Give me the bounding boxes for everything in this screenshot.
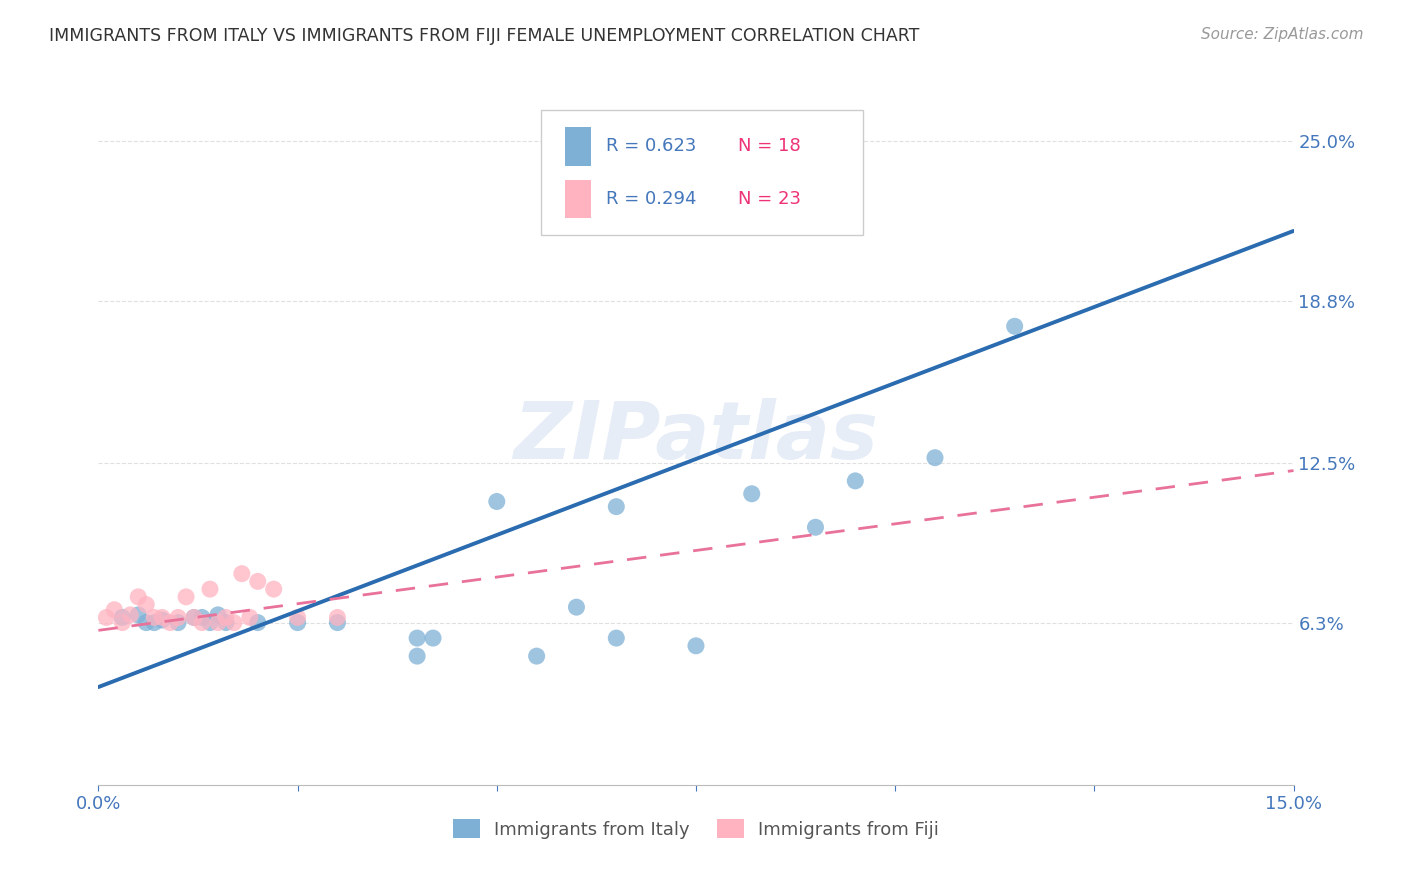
Point <box>246 574 269 589</box>
Point <box>526 649 548 664</box>
Point <box>485 494 508 508</box>
Point <box>406 649 429 664</box>
Point <box>422 631 444 645</box>
Point <box>183 610 205 624</box>
Text: ZIPatlas: ZIPatlas <box>513 398 879 476</box>
Point <box>159 615 181 630</box>
Point <box>207 615 229 630</box>
Point <box>605 631 627 645</box>
Point <box>1004 319 1026 334</box>
FancyBboxPatch shape <box>541 110 863 235</box>
Point <box>231 566 253 581</box>
Text: R = 0.623: R = 0.623 <box>606 137 697 155</box>
Point <box>111 610 134 624</box>
Point <box>135 598 157 612</box>
Point <box>326 610 349 624</box>
Text: IMMIGRANTS FROM ITALY VS IMMIGRANTS FROM FIJI FEMALE UNEMPLOYMENT CORRELATION CH: IMMIGRANTS FROM ITALY VS IMMIGRANTS FROM… <box>49 27 920 45</box>
Point <box>143 615 166 630</box>
Text: N = 18: N = 18 <box>738 137 800 155</box>
Point <box>406 631 429 645</box>
Point <box>183 610 205 624</box>
Point <box>287 615 309 630</box>
Point <box>96 610 118 624</box>
Point <box>135 615 157 630</box>
Point <box>143 610 166 624</box>
Text: Source: ZipAtlas.com: Source: ZipAtlas.com <box>1201 27 1364 42</box>
Legend: Immigrants from Italy, Immigrants from Fiji: Immigrants from Italy, Immigrants from F… <box>453 819 939 838</box>
Point <box>198 615 221 630</box>
Point <box>191 615 214 630</box>
Point <box>605 500 627 514</box>
Point <box>191 610 214 624</box>
Point <box>198 582 221 596</box>
Point <box>804 520 827 534</box>
Point <box>222 615 245 630</box>
Point <box>120 607 142 622</box>
Point <box>127 607 149 622</box>
Point <box>326 615 349 630</box>
Text: R = 0.294: R = 0.294 <box>606 190 697 208</box>
Point <box>111 615 134 630</box>
Point <box>215 610 238 624</box>
Point <box>150 613 173 627</box>
Point <box>565 600 588 615</box>
Point <box>685 639 707 653</box>
Point <box>215 615 238 630</box>
Point <box>150 610 173 624</box>
Point <box>844 474 866 488</box>
Point <box>167 615 190 630</box>
FancyBboxPatch shape <box>565 128 591 166</box>
Point <box>741 487 763 501</box>
Point <box>246 615 269 630</box>
Point <box>207 607 229 622</box>
Point <box>167 610 190 624</box>
Point <box>103 603 125 617</box>
Text: N = 23: N = 23 <box>738 190 801 208</box>
Point <box>239 610 262 624</box>
Point <box>174 590 197 604</box>
Point <box>924 450 946 465</box>
FancyBboxPatch shape <box>565 179 591 218</box>
Point <box>287 610 309 624</box>
Point <box>263 582 285 596</box>
Point <box>127 590 149 604</box>
